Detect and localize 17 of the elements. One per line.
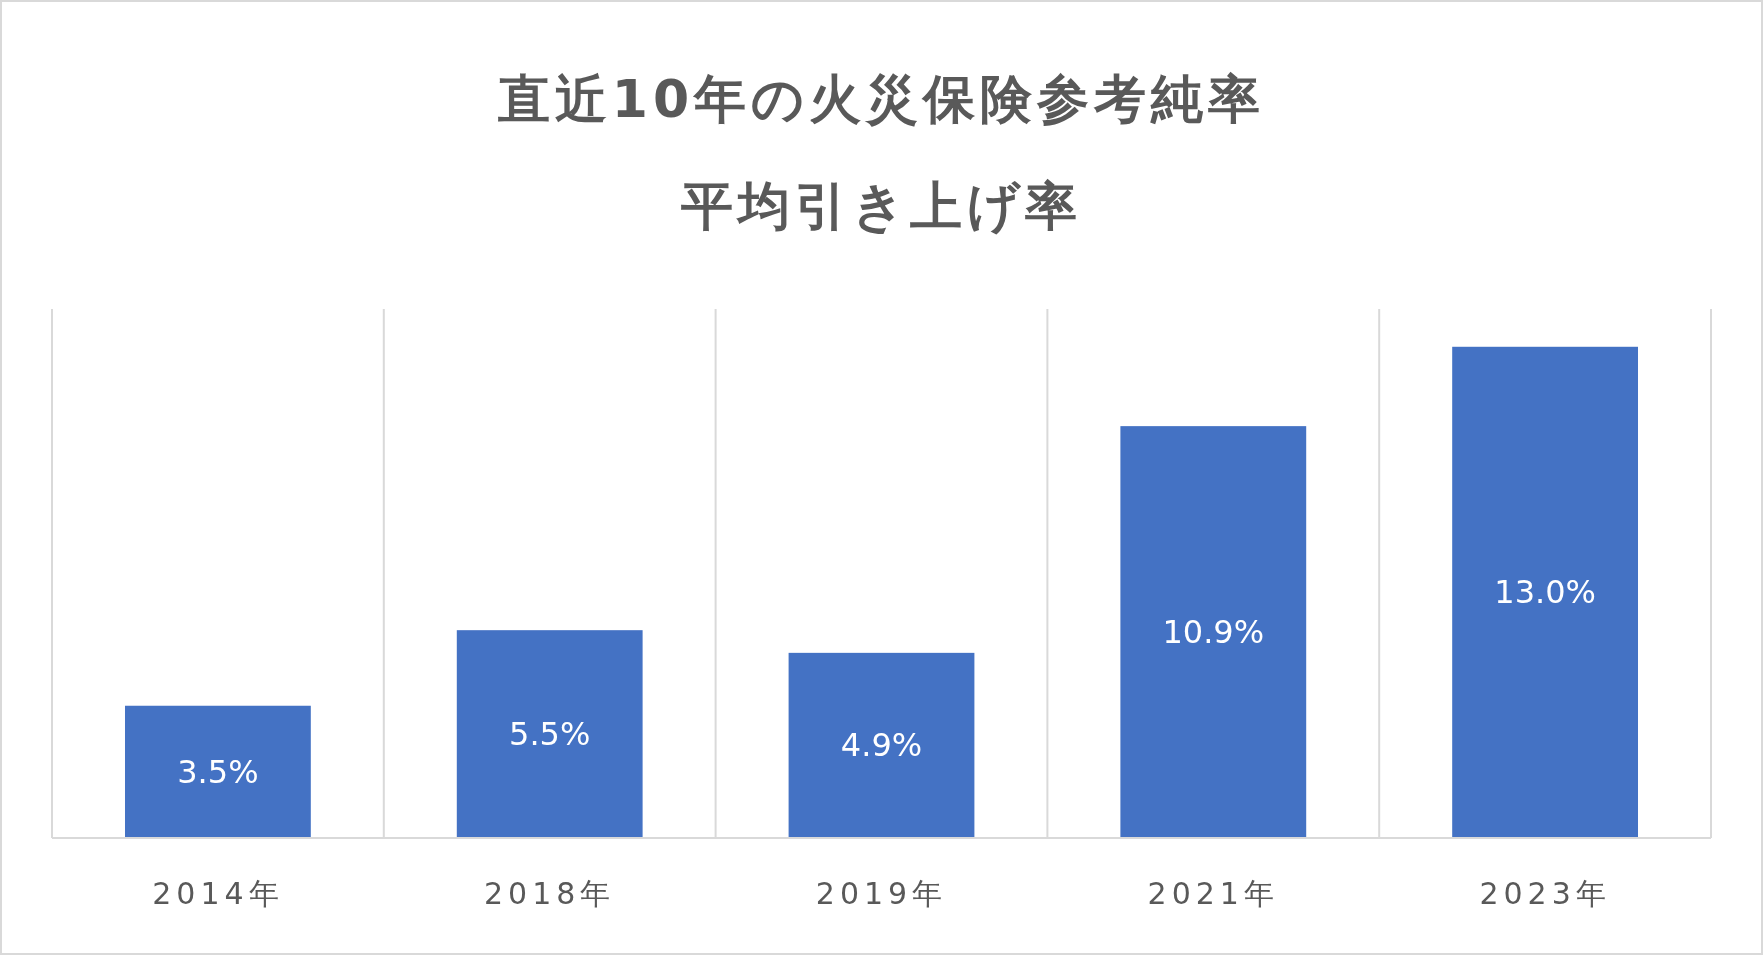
- x-tick-label: 2018年: [484, 876, 616, 911]
- data-label: 5.5%: [509, 715, 591, 754]
- x-tick-label: 2021年: [1147, 876, 1279, 911]
- x-tick-label: 2019年: [815, 876, 948, 911]
- data-label: 10.9%: [1162, 613, 1265, 652]
- chart-title: 直近10年の火災保険参考純率: [496, 69, 1266, 129]
- x-tick-label: 2023年: [1479, 876, 1611, 911]
- bar: [1120, 426, 1307, 838]
- bar: [456, 630, 643, 838]
- data-label: 3.5%: [177, 752, 259, 791]
- data-label: 4.9%: [840, 726, 923, 765]
- bar: [1452, 346, 1639, 838]
- data-label: 13.0%: [1494, 573, 1596, 612]
- bar: [788, 652, 975, 838]
- chart-subtitle: 平均引き上げ率: [680, 176, 1082, 236]
- x-tick-label: 2014年: [152, 876, 284, 911]
- bar: [125, 705, 311, 838]
